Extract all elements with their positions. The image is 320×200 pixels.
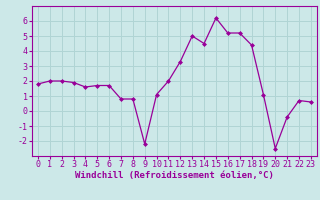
X-axis label: Windchill (Refroidissement éolien,°C): Windchill (Refroidissement éolien,°C) xyxy=(75,171,274,180)
